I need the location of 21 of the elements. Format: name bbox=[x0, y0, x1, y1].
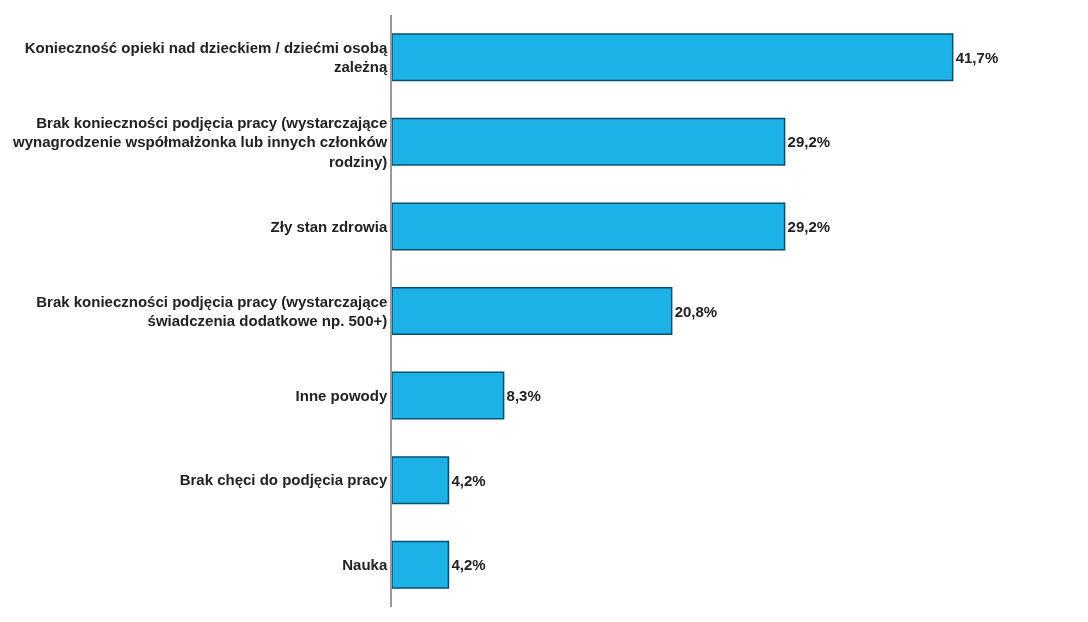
data-label: 8,3% bbox=[506, 387, 541, 405]
y-tick-label: Brak chęci do podjęcia pracy bbox=[179, 471, 388, 489]
bar bbox=[392, 540, 450, 589]
y-tick-label: Konieczność opieki nad dzieckiem / dziećmi osobą zależną bbox=[24, 38, 388, 76]
data-label: 4,2% bbox=[451, 471, 486, 489]
y-tick-label: Brak konieczności podjęcia pracy (wystarczające wynagrodzenie współmałżonka lub innych członków rodziny) bbox=[12, 113, 388, 170]
data-label: 29,2% bbox=[787, 217, 831, 235]
bar bbox=[392, 33, 954, 82]
y-tick-label: Zły stan zdrowia bbox=[270, 217, 388, 235]
data-label: 29,2% bbox=[787, 133, 831, 151]
y-tick-label: Brak konieczności podjęcia pracy (wystarczające świadczenia dodatkowe np. 500+) bbox=[36, 292, 388, 329]
bar bbox=[392, 286, 673, 336]
data-label: 4,2% bbox=[451, 556, 486, 574]
bar bbox=[392, 371, 505, 420]
bar bbox=[392, 202, 786, 251]
bar bbox=[392, 456, 450, 505]
bar bbox=[392, 117, 786, 166]
data-label: 41,7% bbox=[955, 48, 999, 66]
y-tick-label: Nauka bbox=[342, 555, 388, 573]
y-tick-label: Inne powody bbox=[295, 386, 388, 404]
data-label: 20,8% bbox=[674, 302, 718, 320]
